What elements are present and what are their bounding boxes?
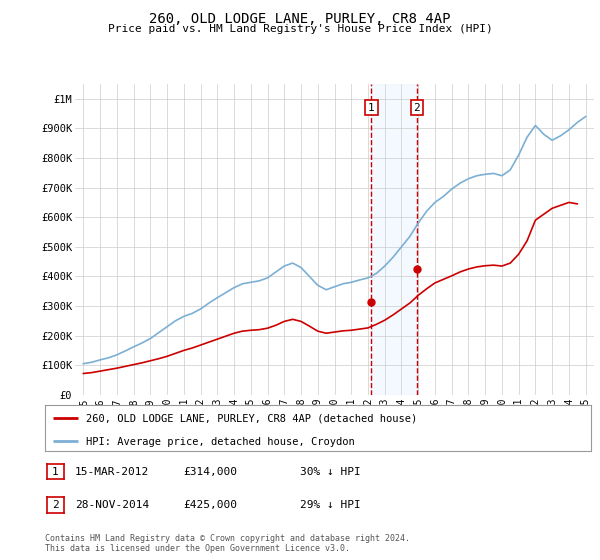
Text: £425,000: £425,000	[183, 500, 237, 510]
Text: Contains HM Land Registry data © Crown copyright and database right 2024.
This d: Contains HM Land Registry data © Crown c…	[45, 534, 410, 553]
Text: 1: 1	[52, 466, 59, 477]
Text: £314,000: £314,000	[183, 466, 237, 477]
Text: 28-NOV-2014: 28-NOV-2014	[75, 500, 149, 510]
Bar	[371, 84, 417, 395]
Text: 2: 2	[413, 102, 420, 113]
Text: 29% ↓ HPI: 29% ↓ HPI	[300, 500, 361, 510]
Text: 1: 1	[368, 102, 375, 113]
Text: 260, OLD LODGE LANE, PURLEY, CR8 4AP (detached house): 260, OLD LODGE LANE, PURLEY, CR8 4AP (de…	[86, 414, 417, 424]
Text: 15-MAR-2012: 15-MAR-2012	[75, 466, 149, 477]
Text: 2: 2	[52, 500, 59, 510]
Text: HPI: Average price, detached house, Croydon: HPI: Average price, detached house, Croy…	[86, 437, 355, 447]
Text: Price paid vs. HM Land Registry's House Price Index (HPI): Price paid vs. HM Land Registry's House …	[107, 24, 493, 34]
Text: 30% ↓ HPI: 30% ↓ HPI	[300, 466, 361, 477]
Text: 260, OLD LODGE LANE, PURLEY, CR8 4AP: 260, OLD LODGE LANE, PURLEY, CR8 4AP	[149, 12, 451, 26]
